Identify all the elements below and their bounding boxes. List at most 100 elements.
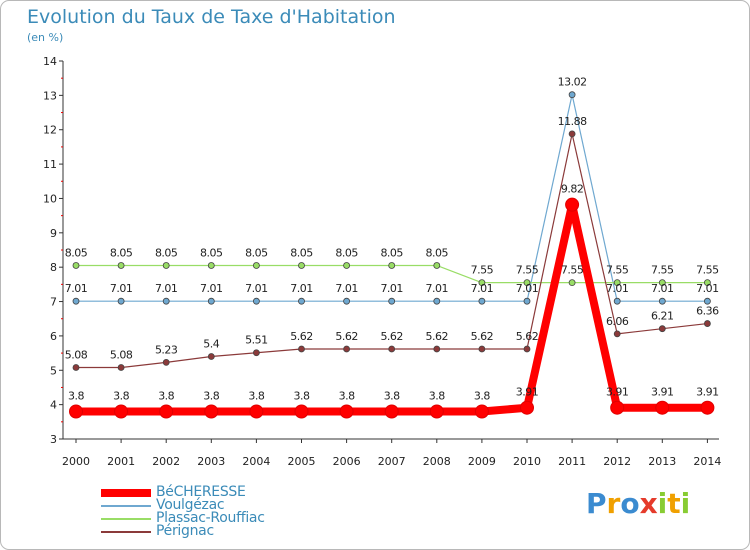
data-point <box>658 279 666 287</box>
data-label: 7.55 <box>606 264 629 277</box>
data-point <box>162 358 170 366</box>
data-label: 5.08 <box>110 349 133 362</box>
data-point <box>117 262 125 269</box>
data-point <box>655 400 670 415</box>
data-label: 3.91 <box>606 386 629 399</box>
data-label: 7.01 <box>380 282 403 295</box>
data-point <box>568 279 576 287</box>
data-point <box>613 330 621 338</box>
data-label: 6.06 <box>606 315 629 328</box>
x-tick-label: 2005 <box>288 455 316 468</box>
data-label: 8.05 <box>110 246 133 259</box>
y-tick-label: 4 <box>50 399 57 412</box>
data-label: 7.01 <box>426 282 449 295</box>
logo-letter: x <box>639 487 658 520</box>
data-label: 8.05 <box>245 246 268 259</box>
data-label: 5.23 <box>155 343 178 356</box>
data-label: 5.62 <box>335 330 358 343</box>
data-label: 7.55 <box>471 264 494 277</box>
x-tick-label: 2009 <box>468 455 496 468</box>
data-label: 11.88 <box>558 115 587 128</box>
data-label: 5.62 <box>471 330 494 343</box>
legend-label: Pérignac <box>156 523 214 539</box>
data-label: 3.8 <box>429 390 445 403</box>
data-point <box>252 262 260 269</box>
data-point <box>523 297 531 305</box>
data-point <box>207 297 215 305</box>
x-tick-label: 2002 <box>152 455 180 468</box>
legend-label: BéCHERESSE <box>156 484 246 500</box>
data-label: 5.62 <box>380 330 403 343</box>
data-label: 7.55 <box>651 264 674 277</box>
y-tick-label: 6 <box>50 330 57 343</box>
data-label: 3.8 <box>113 390 129 403</box>
data-point <box>343 297 351 305</box>
data-label: 3.8 <box>384 390 400 403</box>
data-point <box>658 297 666 305</box>
data-label: 8.05 <box>380 246 403 259</box>
legend-swatch <box>101 505 151 507</box>
y-tick-label: 7 <box>50 296 57 309</box>
data-point <box>388 297 396 305</box>
logo-letter: i <box>657 487 668 520</box>
x-tick-label: 2013 <box>648 455 676 468</box>
x-tick-label: 2006 <box>333 455 361 468</box>
data-point <box>69 404 83 419</box>
x-tick-label: 2010 <box>513 455 541 468</box>
data-label: 8.05 <box>426 246 449 259</box>
data-label: 3.91 <box>516 386 539 399</box>
data-label: 3.91 <box>651 386 674 399</box>
x-tick-label: 2014 <box>693 455 721 468</box>
y-tick-label: 10 <box>43 192 57 205</box>
y-tick-label: 3 <box>50 433 57 446</box>
data-point <box>162 262 170 269</box>
legend-swatch <box>101 518 151 520</box>
data-label: 5.51 <box>245 334 268 347</box>
data-point <box>384 404 399 419</box>
data-label: 5.62 <box>290 330 313 343</box>
y-tick-label: 12 <box>43 124 57 137</box>
data-label: 7.01 <box>110 282 133 295</box>
data-label: 8.05 <box>155 246 178 259</box>
x-tick-label: 2003 <box>197 455 225 468</box>
data-point <box>298 345 305 353</box>
logo-letter: i <box>680 487 691 520</box>
data-point <box>433 262 441 269</box>
data-label: 7.01 <box>290 282 313 295</box>
data-point <box>207 262 215 269</box>
data-label: 7.01 <box>200 282 223 295</box>
data-label: 3.8 <box>158 390 174 403</box>
data-label: 8.05 <box>290 246 313 259</box>
series-line <box>76 200 708 416</box>
data-point <box>117 297 125 305</box>
data-point <box>207 353 215 360</box>
y-tick-label: 14 <box>43 55 57 68</box>
data-label: 7.01 <box>696 282 719 295</box>
data-point <box>433 297 441 305</box>
data-point <box>613 279 621 287</box>
data-label: 6.21 <box>651 310 674 323</box>
data-label: 9.82 <box>561 183 584 196</box>
chart-subtitle: (en %) <box>27 31 64 44</box>
x-tick-label: 2000 <box>62 455 90 468</box>
x-tick-label: 2007 <box>378 455 406 468</box>
data-point <box>523 345 531 353</box>
data-point <box>565 197 580 212</box>
logo-letter: r <box>606 487 621 520</box>
data-point <box>478 279 486 287</box>
data-label: 3.8 <box>203 390 219 403</box>
data-point <box>298 297 305 305</box>
legend-swatch <box>101 531 151 533</box>
y-tick-label: 11 <box>43 158 57 171</box>
logo-letter: P <box>586 487 607 520</box>
data-label: 5.62 <box>426 330 449 343</box>
data-point <box>343 345 351 353</box>
data-label: 13.02 <box>558 76 587 89</box>
y-tick-label: 13 <box>43 89 57 102</box>
data-point <box>388 345 396 353</box>
x-tick-label: 2001 <box>107 455 135 468</box>
x-tick-label: 2008 <box>423 455 451 468</box>
data-point <box>610 400 625 415</box>
